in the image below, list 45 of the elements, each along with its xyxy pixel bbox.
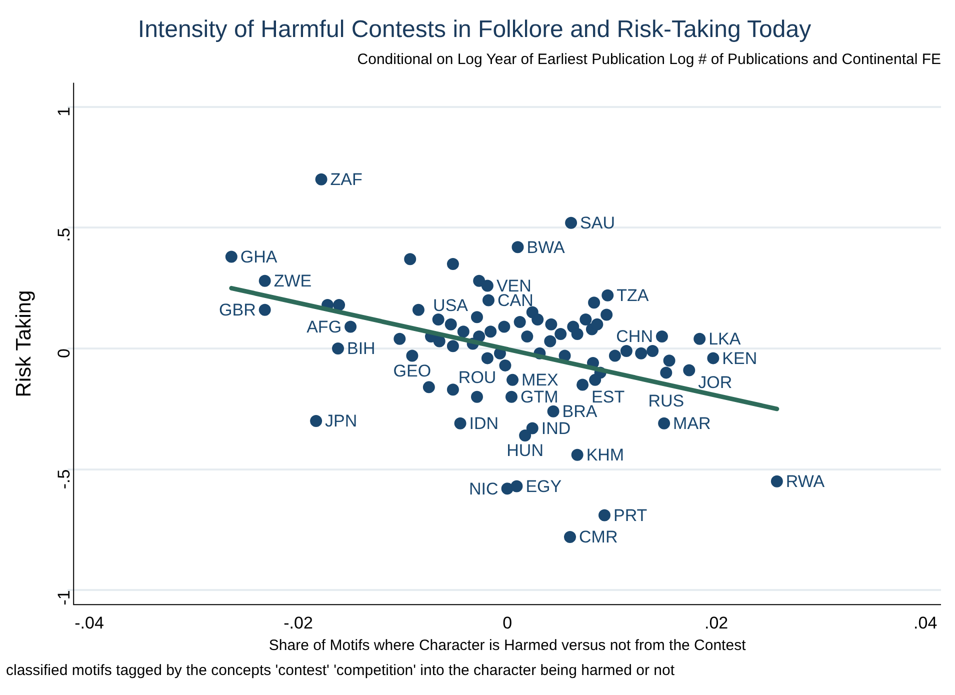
annotation: GTM — [520, 388, 558, 407]
annotation: IND — [541, 418, 571, 438]
y-tick-label: .5 — [54, 228, 74, 242]
annotation: CHN — [616, 327, 653, 346]
annotation: RUS — [648, 391, 684, 410]
annotation: JOR — [698, 372, 732, 392]
annotation: KHM — [586, 446, 624, 465]
annotation: PRT — [613, 506, 648, 525]
annotation: ZWE — [274, 272, 312, 291]
annotation: MAR — [673, 414, 711, 434]
y-tick-label: -.5 — [54, 469, 74, 490]
annotation: MEX — [522, 370, 558, 390]
annotation: BIH — [347, 339, 376, 358]
x-tick-label: 0 — [502, 613, 512, 632]
annotation: GHA — [240, 247, 278, 266]
x-axis-title: Share of Motifs where Character is Harmed versus not from the Contest — [268, 637, 747, 654]
chart-subtitle: Conditional on Log Year of Earliest Publication Log # of Publications and Continental FE — [357, 50, 941, 68]
chart-title: Intensity of Harmful Contests in Folklore and Risk-Taking Today — [138, 16, 812, 44]
annotation: HUN — [506, 441, 544, 460]
annotation: CMR — [579, 528, 618, 547]
annotation: LKA — [708, 330, 742, 349]
y-tick-label: -1 — [54, 590, 74, 606]
annotation: ROU — [458, 368, 496, 388]
annotation: BWA — [526, 238, 566, 257]
y-tick-label: 1 — [54, 106, 74, 116]
annotation: ZAF — [330, 170, 362, 190]
annotation: EGY — [526, 476, 562, 496]
x-tick-label: -.02 — [284, 613, 313, 632]
y-tick-label: 0 — [54, 348, 74, 358]
annotation: SAU — [580, 214, 616, 233]
annotation: IDN — [469, 414, 499, 434]
y-axis-title: Risk Taking — [12, 290, 36, 398]
x-tick-label: -.04 — [74, 613, 104, 632]
annotation: KEN — [722, 348, 758, 368]
annotation: NIC — [469, 479, 498, 498]
x-tick-label: .04 — [914, 613, 938, 632]
text: classified motifs tagged by the concepts 'contest' 'competition' into the character being harmed or not — [6, 662, 674, 679]
annotation: JPN — [325, 412, 358, 431]
annotation: TZA — [616, 286, 650, 306]
annotation: RWA — [786, 472, 826, 492]
annotation: GEO — [393, 361, 432, 380]
annotation: USA — [433, 296, 469, 315]
x-tick-label: .02 — [704, 613, 728, 632]
annotation: AFG — [306, 317, 342, 336]
annotation: GBR — [219, 300, 256, 320]
